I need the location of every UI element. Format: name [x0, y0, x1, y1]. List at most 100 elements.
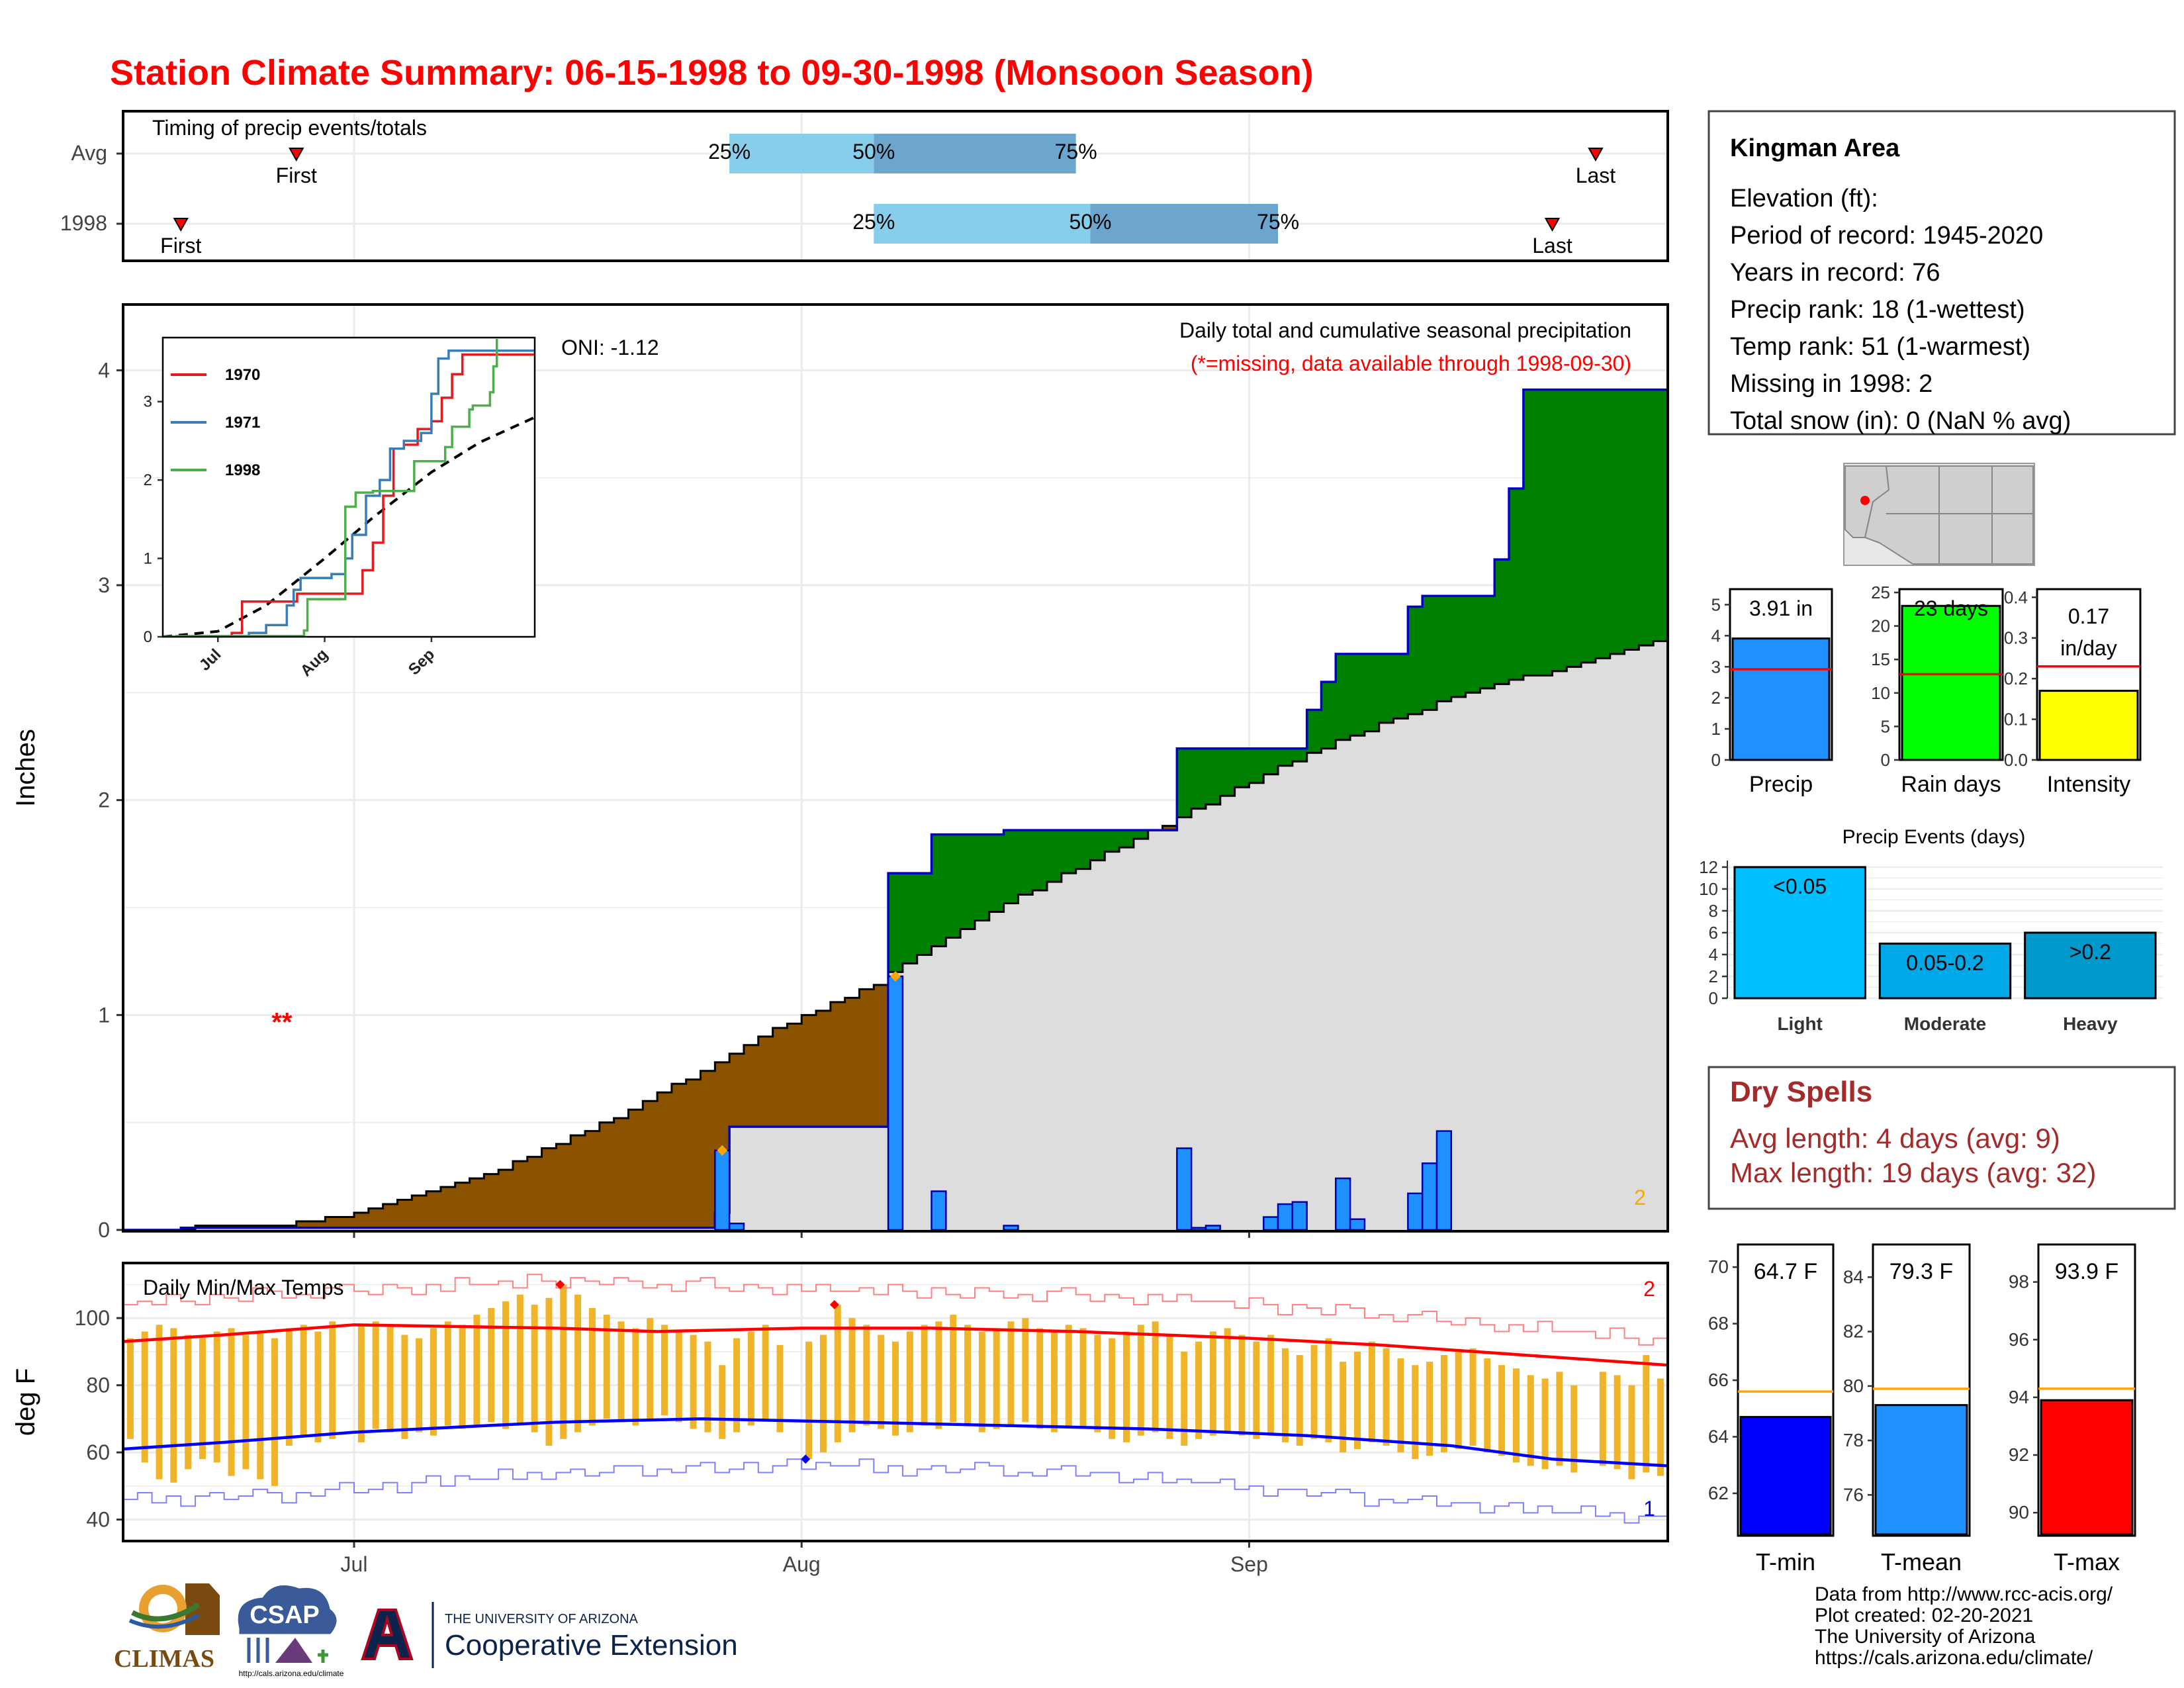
info-missing: Missing in 1998: 2	[1730, 370, 1933, 398]
below-normal-fill	[614, 1118, 629, 1228]
max-daily-marker	[717, 1145, 728, 1156]
above-normal-fill	[1205, 748, 1221, 805]
inset-normal-line	[163, 416, 535, 637]
mini-y-tick-label: 15	[1871, 649, 1890, 669]
map-region-east	[1991, 465, 2034, 565]
cumulative-1998-line	[123, 388, 1668, 1231]
above-normal-fill	[1336, 653, 1351, 740]
csap-logo: CSAP http://cals.arizona.edu/climate	[236, 1583, 344, 1678]
daily-temp-range-bar	[1094, 1335, 1101, 1432]
temp-panel-border	[122, 1262, 1669, 1542]
first-event-marker	[173, 218, 189, 232]
inset-border	[161, 336, 536, 638]
temp-summary-y-tick-label: 98	[2009, 1272, 2029, 1292]
temp-y-tick-label: 40	[86, 1508, 110, 1532]
daily-temp-range-bar	[1541, 1378, 1549, 1470]
daily-precip-bar	[728, 1223, 745, 1231]
info-temp-rank: Temp rank: 51 (1-warmest)	[1730, 333, 2030, 361]
record-max-line	[123, 1274, 1668, 1346]
daily-temp-range-bar	[993, 1328, 1000, 1429]
ua-a-icon	[361, 1609, 414, 1660]
daily-temp-range-bar	[314, 1331, 322, 1442]
daily-temp-range-bar	[834, 1304, 841, 1442]
temp-summary-category-label: T-min	[1756, 1548, 1815, 1575]
inset-legend-label: 1971	[225, 414, 260, 432]
daily-temp-range-bar	[1123, 1331, 1130, 1442]
above-normal-fill	[1047, 830, 1062, 882]
mini-bar-value-unit: in/day	[2060, 636, 2116, 660]
above-normal-fill	[1537, 389, 1553, 676]
temp-summary-y-tick-label: 62	[1708, 1483, 1729, 1503]
daily-temp-range-bar	[560, 1284, 567, 1439]
above-normal-fill	[1220, 748, 1236, 796]
events-category-label: Heavy	[2063, 1013, 2118, 1034]
daily-temp-range-bar	[964, 1325, 972, 1426]
below-normal-fill	[340, 1217, 355, 1228]
info-precip-rank: Precip rank: 18 (1-wettest)	[1730, 296, 2025, 324]
daily-temp-range-bar	[863, 1325, 870, 1426]
inset-x-tick-label: Jul	[196, 645, 225, 675]
daily-temp-range-bar	[242, 1335, 250, 1470]
mini-bar-value	[1731, 637, 1831, 761]
page-title: Station Climate Summary: 06-15-1998 to 0…	[110, 53, 1314, 93]
daily-temp-range-bar	[199, 1338, 206, 1460]
above-normal-fill	[1292, 748, 1308, 762]
daily-precip-bar	[1262, 1216, 1279, 1231]
first-event-marker-label: First	[160, 234, 201, 258]
events-category-label: Moderate	[1904, 1013, 1986, 1034]
precip-y-tick-label: 1	[98, 1003, 110, 1027]
below-normal-fill	[700, 1070, 715, 1228]
daily-temp-range-bar	[1498, 1365, 1506, 1456]
temp-panel: 40 60 80 100 Jul Aug Sep Daily Min/Max Temps 2…	[11, 1262, 1669, 1576]
daily-temp-range-bar	[617, 1321, 625, 1423]
temp-missing-max: 2	[1643, 1277, 1655, 1301]
daily-temp-range-bar	[1340, 1362, 1347, 1453]
dry-spells-max: Max length: 19 days (avg: 32)	[1730, 1157, 2096, 1188]
below-normal-fill	[671, 1084, 687, 1228]
mini-bar-category-label: Precip	[1749, 772, 1813, 797]
timing-label: Timing of precip events/totals	[152, 116, 427, 140]
daily-temp-range-bar	[1440, 1354, 1447, 1453]
above-normal-fill	[989, 834, 1005, 912]
mini-y-tick-label: 0	[1711, 750, 1721, 770]
events-y-tick-label: 12	[1699, 857, 1718, 877]
daily-temp-range-bar	[185, 1335, 192, 1470]
above-normal-fill	[1639, 389, 1654, 645]
daily-temp-range-bar	[357, 1325, 365, 1442]
daily-temp-range-bar	[1224, 1328, 1231, 1432]
below-normal-fill	[455, 1182, 471, 1228]
mini-bar-category-label: Intensity	[2047, 772, 2131, 797]
precip-y-tick-label: 4	[98, 358, 110, 382]
events-y-tick-label: 10	[1699, 879, 1718, 899]
daily-temp-range-bar	[1383, 1348, 1390, 1446]
inset-y-tick-label: 2	[144, 471, 152, 489]
above-normal-fill	[1032, 830, 1048, 891]
map-region-new-mexico	[1938, 465, 1993, 565]
precip-panel-border	[122, 303, 1669, 1233]
above-normal-fill	[917, 873, 933, 955]
daily-temp-range-bar	[1469, 1348, 1477, 1446]
daily-temp-range-bar	[950, 1315, 957, 1423]
daily-temp-range-bar	[1109, 1338, 1116, 1439]
daily-temp-range-bar	[1484, 1358, 1491, 1453]
daily-temp-range-bar	[329, 1321, 336, 1439]
record-max-marker	[555, 1280, 565, 1289]
temp-y-tick-label: 60	[86, 1440, 110, 1464]
temperature-summary-charts: 62 64 66 68 70 64.7 F T-min 76 78 80 82 84 79.3 F T-m…	[1708, 1243, 2136, 1575]
below-normal-fill	[599, 1122, 615, 1228]
above-normal-fill	[960, 834, 976, 929]
station-name: Kingman Area	[1730, 134, 1900, 162]
daily-temp-range-bar	[213, 1331, 220, 1463]
mini-y-tick-label: 0.3	[2004, 628, 2028, 648]
daily-temp-range-bar	[1325, 1338, 1332, 1442]
quartile-bar-50-75	[1090, 204, 1279, 244]
inset-y-tick-label: 0	[144, 628, 152, 646]
summary-bar-charts: 0 1 2 3 4 5 3.91 in Precip 0 5 10 15 20 25 23 days Rain…	[1711, 583, 2142, 797]
mini-y-tick-label: 25	[1871, 583, 1890, 602]
above-normal-fill	[1610, 389, 1625, 654]
daily-temp-range-bar	[156, 1325, 163, 1479]
dry-spells-avg: Avg length: 4 days (avg: 9)	[1730, 1123, 2060, 1154]
mini-bar-value-label: 3.91 in	[1749, 596, 1813, 620]
daily-temp-range-bar	[719, 1365, 726, 1439]
daily-temp-range-bar	[1065, 1325, 1072, 1426]
